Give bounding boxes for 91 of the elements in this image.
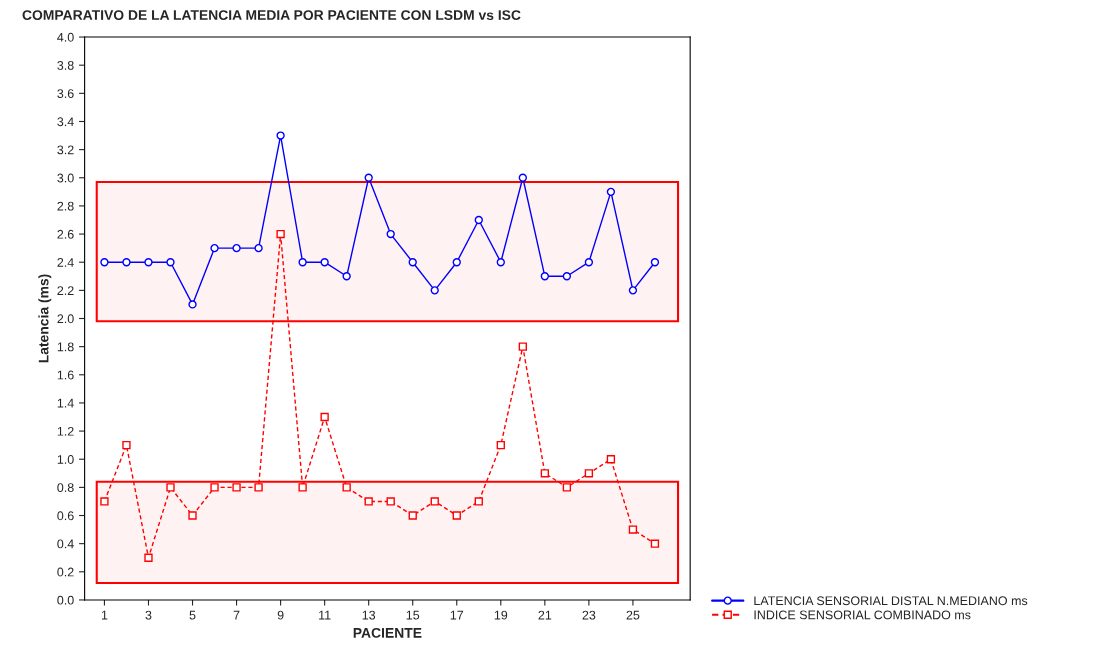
y-tick-label: 3.0	[57, 173, 74, 183]
y-tick-label: 2.8	[57, 201, 74, 211]
x-tick-label: 15	[406, 610, 420, 620]
point	[254, 483, 263, 492]
point	[364, 497, 373, 506]
x-tick-label: 13	[362, 610, 376, 620]
point	[166, 483, 175, 492]
point	[276, 131, 285, 140]
point	[144, 258, 153, 267]
point	[452, 511, 461, 520]
point	[496, 258, 505, 267]
y-tick-label: 1.6	[57, 370, 74, 380]
y-tick-label: 1.4	[57, 398, 74, 408]
point	[518, 342, 527, 351]
point	[210, 243, 219, 253]
x-tick-label: 7	[233, 610, 240, 620]
point	[430, 286, 439, 295]
point	[210, 483, 219, 492]
point	[320, 258, 329, 267]
legend-label: INDICE SENSORIAL COMBINADO ms	[754, 610, 971, 620]
y-tick-label: 2.2	[57, 286, 74, 295]
y-tick-label: 2.4	[57, 258, 74, 267]
point	[122, 258, 131, 267]
point	[342, 483, 351, 492]
legend-label: LATENCIA SENSORIAL DISTAL N.MEDIANO ms	[754, 596, 1028, 606]
point	[628, 286, 638, 295]
point	[144, 553, 153, 562]
point	[584, 469, 594, 478]
point	[650, 539, 660, 548]
point	[606, 187, 616, 197]
point	[100, 497, 109, 506]
x-tick-label: 11	[319, 610, 331, 620]
point	[474, 215, 483, 225]
y-tick-label: 0.2	[57, 567, 74, 577]
x-tick-label: 25	[626, 610, 640, 620]
point	[386, 497, 395, 506]
x-tick-label: 9	[277, 610, 284, 620]
y-tick-label: 2.6	[57, 229, 74, 239]
x-axis-title: PACIENTE	[353, 627, 422, 638]
x-tick-label: 1	[101, 610, 108, 620]
y-tick-label: 0.4	[57, 539, 74, 549]
point	[232, 243, 241, 253]
y-tick-label: 3.8	[57, 61, 74, 70]
y-tick-label: 0.0	[57, 595, 74, 605]
point	[320, 412, 329, 422]
point	[188, 300, 197, 309]
y-tick-label: 3.6	[57, 89, 74, 98]
point	[540, 272, 550, 281]
y-axis-title: Latencia (ms)	[38, 274, 52, 363]
point	[650, 258, 660, 267]
point	[474, 497, 483, 506]
y-tick-label: 1.2	[57, 426, 74, 436]
x-tick-label: 23	[582, 610, 596, 620]
y-tick-label: 1.8	[57, 342, 74, 352]
point	[364, 173, 373, 182]
point	[562, 483, 572, 492]
x-tick-label: 19	[494, 610, 508, 620]
y-tick-label: 0.6	[57, 511, 74, 521]
x-tick-label: 21	[538, 610, 552, 620]
x-tick-label: 3	[145, 610, 152, 620]
point	[298, 258, 307, 267]
point	[408, 511, 417, 520]
point	[254, 243, 263, 253]
y-tick-label: 3.4	[57, 117, 74, 127]
point	[518, 173, 527, 182]
point	[408, 258, 417, 267]
point	[430, 497, 439, 506]
point	[122, 440, 131, 450]
y-tick-label: 3.2	[57, 145, 74, 155]
chart-title: COMPARATIVO DE LA LATENCIA MEDIA POR PACIENTE CON LSDM vs ISC	[22, 10, 521, 20]
x-tick-label: 5	[189, 610, 196, 620]
point	[342, 272, 351, 281]
point	[100, 258, 109, 267]
y-tick-label: 0.8	[57, 483, 74, 493]
point	[166, 258, 175, 267]
point	[386, 229, 395, 239]
point	[298, 483, 307, 492]
point	[188, 511, 197, 520]
point	[452, 258, 461, 267]
point	[276, 229, 285, 239]
point	[540, 469, 550, 478]
y-tick-label: 4.0	[57, 32, 74, 42]
point	[232, 483, 241, 492]
x-tick-label: 17	[450, 610, 464, 620]
y-tick-label: 2.0	[57, 314, 74, 324]
point	[496, 440, 505, 450]
point	[562, 272, 572, 281]
point	[584, 258, 594, 267]
point	[628, 525, 638, 534]
point	[606, 455, 616, 464]
y-tick-label: 1.0	[57, 455, 74, 464]
